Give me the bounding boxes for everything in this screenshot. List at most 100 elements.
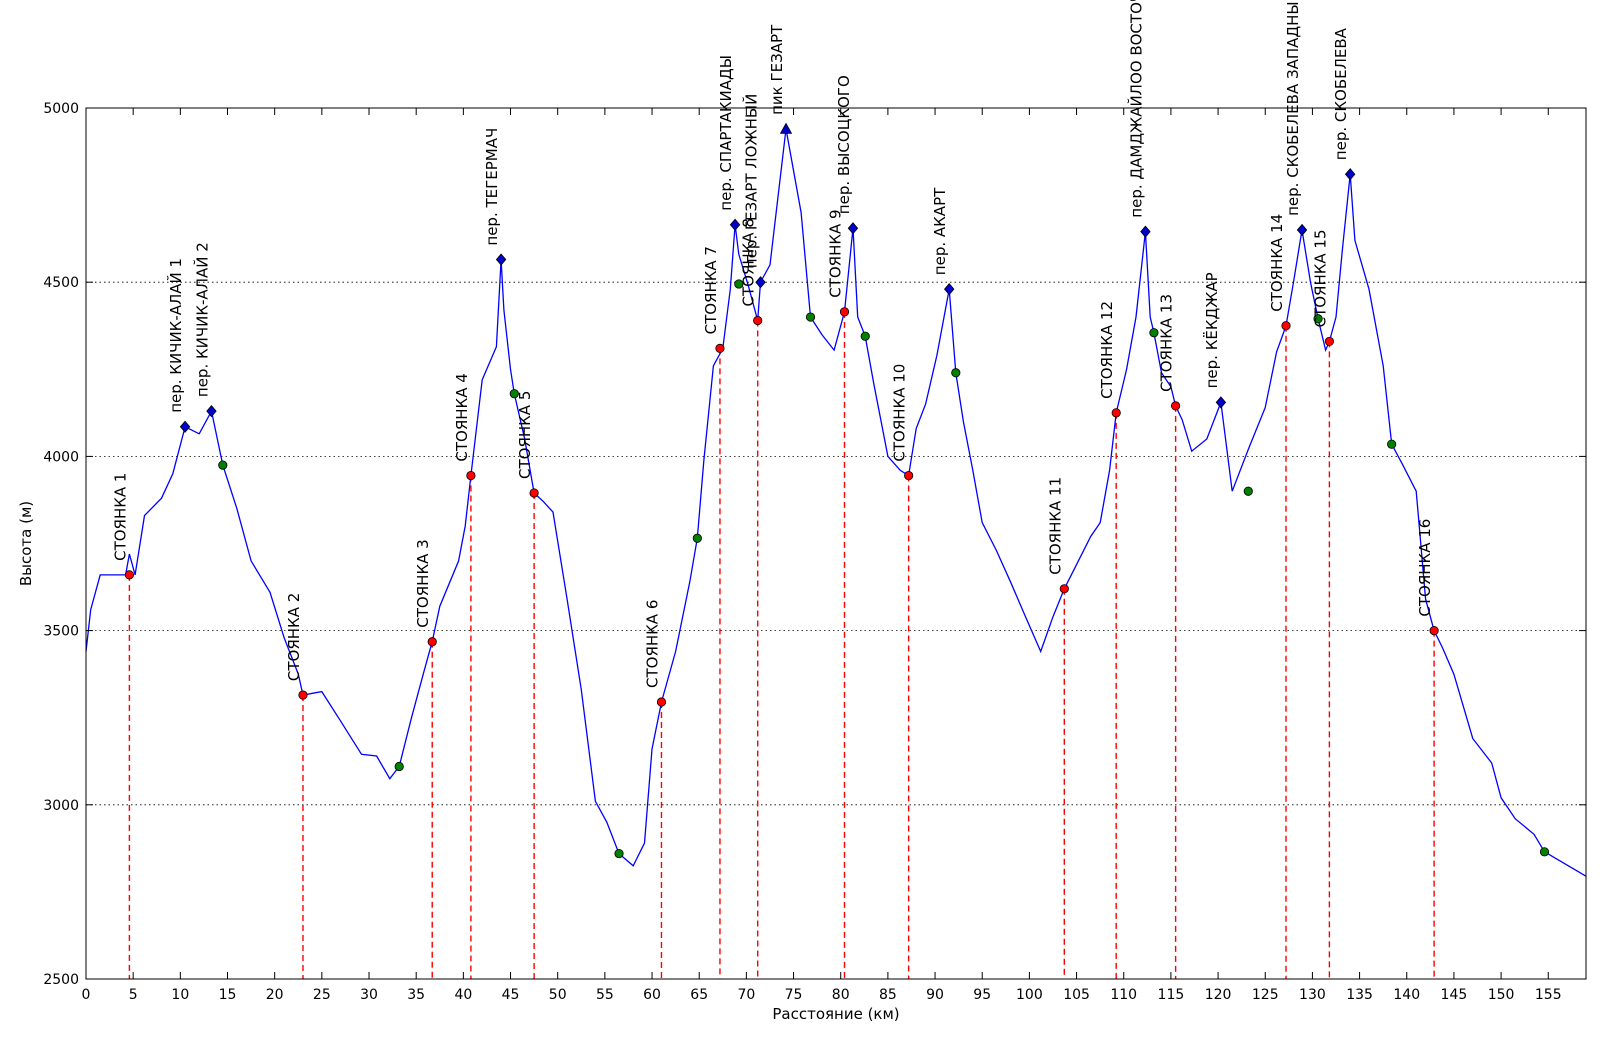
x-tick-label: 45: [502, 987, 520, 1003]
camp-marker: [298, 690, 308, 700]
x-tick-label: 15: [219, 987, 237, 1003]
y-axis: 2500 3000 3500 4000 4500 5000: [43, 101, 1586, 988]
waypoint-marker: [509, 389, 519, 399]
waypoint-marker: [734, 279, 744, 289]
camp-label: СТОЯНКА 13: [1158, 294, 1176, 392]
x-tick-label: 65: [690, 987, 708, 1003]
pass-label: пер. КЁКДЖАР: [1202, 272, 1221, 388]
x-tick-label: 55: [596, 987, 614, 1003]
camp-marker: [904, 470, 914, 481]
x-tick-label: 0: [82, 987, 91, 1003]
pass-label: пер. ДАМДЖАЙЛОО ВОСТОЧНЫЙ: [1126, 0, 1145, 218]
waypoint-marker: [692, 533, 702, 543]
camp-label: СТОЯНКА 7: [702, 246, 720, 334]
camp-label: СТОЯНКА 1: [111, 473, 129, 561]
x-tick-label: 35: [407, 987, 425, 1003]
x-tick-label: 30: [360, 987, 378, 1003]
camp-guide-lines: [128, 311, 1435, 979]
annotations: СТОЯНКА 1 СТОЯНКА 2 СТОЯНКА 3 СТОЯНКА 4 СТОЯ…: [111, 0, 1434, 688]
x-tick-label: 75: [785, 987, 803, 1003]
camp-marker: [466, 470, 476, 481]
pass-marker: [495, 253, 507, 266]
x-tick-label: 5: [129, 987, 138, 1003]
y-tick-label: 2500: [43, 972, 79, 988]
x-tick-label: 135: [1346, 987, 1373, 1003]
camp-label: СТОЯНКА 11: [1046, 477, 1064, 575]
x-tick-label: 145: [1441, 987, 1468, 1003]
pass-label: пер. ВЫСОЦКОГО: [835, 75, 853, 214]
waypoint-marker: [951, 368, 961, 378]
camp-marker: [753, 315, 763, 326]
x-tick-label: 40: [454, 987, 472, 1003]
camp-marker: [1429, 625, 1439, 636]
pass-marker: [944, 283, 955, 296]
pass-label: пер. ГЕЗАРТ ЛОЖНЫЙ: [742, 94, 761, 269]
x-tick-label: 130: [1299, 987, 1326, 1003]
camp-marker: [1324, 336, 1334, 347]
plot-frame: [85, 107, 1587, 980]
camp-label: СТОЯНКА 10: [891, 364, 909, 462]
camp-marker: [1171, 401, 1181, 411]
pass-label: пер. СКОБЕЛЕВА: [1332, 27, 1350, 160]
camp-label: СТОЯНКА 5: [516, 391, 534, 479]
x-tick-label: 105: [1063, 987, 1090, 1003]
pass-marker: [1140, 225, 1151, 238]
camp-label: СТОЯНКА 16: [1416, 519, 1434, 617]
pass-label: пер. КИЧИК-АЛАЙ 1: [166, 258, 185, 413]
waypoint-marker: [1149, 328, 1159, 338]
pass-label: пер. СПАРТАКИАДЫ: [717, 55, 735, 211]
markers: [124, 122, 1550, 859]
x-tick-label: 100: [1016, 987, 1043, 1003]
x-tick-label: 20: [266, 987, 284, 1003]
pass-marker: [1344, 168, 1356, 181]
pass-marker: [847, 222, 859, 235]
camp-marker: [529, 488, 539, 498]
pass-marker: [1215, 396, 1227, 409]
camp-label: СТОЯНКА 2: [285, 593, 303, 681]
x-tick-label: 150: [1488, 987, 1515, 1003]
camp-label: СТОЯНКА 6: [644, 600, 662, 688]
camp-label: СТОЯНКА 3: [414, 539, 432, 627]
y-axis-label: Высота (м): [17, 501, 35, 586]
camp-marker: [839, 307, 850, 317]
y-tick-label: 3500: [43, 624, 79, 640]
pass-label: пер. КИЧИК-АЛАЙ 2: [193, 242, 212, 397]
waypoint-marker: [805, 312, 816, 322]
pass-label: пер. АКАРТ: [931, 187, 949, 275]
camp-marker: [1281, 321, 1291, 331]
waypoint-marker: [1243, 486, 1253, 496]
waypoint-marker: [394, 761, 404, 772]
waypoint-marker: [1539, 847, 1550, 857]
camp-label: СТОЯНКА 15: [1311, 229, 1329, 327]
camp-marker: [427, 637, 437, 647]
y-tick-label: 3000: [43, 798, 79, 814]
camp-label: СТОЯНКА 8: [740, 218, 758, 306]
camp-marker: [656, 697, 667, 707]
x-tick-label: 115: [1158, 987, 1185, 1003]
waypoint-marker: [218, 460, 228, 470]
pass-marker: [755, 276, 766, 289]
x-tick-label: 95: [973, 987, 991, 1003]
pass-marker: [1296, 223, 1308, 237]
waypoint-marker: [860, 331, 870, 341]
elevation-line: [85, 128, 1587, 877]
waypoint-marker: [1313, 314, 1323, 324]
y-tick-label: 5000: [43, 101, 79, 117]
x-tick-label: 25: [313, 987, 331, 1003]
pass-label: пер. ТЕГЕРМАЧ: [483, 128, 501, 246]
x-axis-label: Расстояние (км): [772, 1005, 899, 1023]
camp-label: СТОЯНКА 4: [453, 373, 471, 461]
pass-marker: [729, 218, 741, 231]
waypoint-marker: [1387, 439, 1397, 449]
x-tick-label: 90: [926, 987, 944, 1003]
peak-marker: [779, 122, 793, 134]
camp-marker: [1111, 408, 1121, 418]
waypoint-marker: [614, 848, 624, 859]
camp-label: СТОЯНКА 9: [827, 209, 845, 297]
camp-label: СТОЯНКА 14: [1268, 214, 1286, 312]
x-tick-label: 60: [643, 987, 661, 1003]
x-tick-label: 120: [1205, 987, 1232, 1003]
y-tick-label: 4500: [43, 275, 79, 291]
pass-marker: [179, 420, 191, 433]
